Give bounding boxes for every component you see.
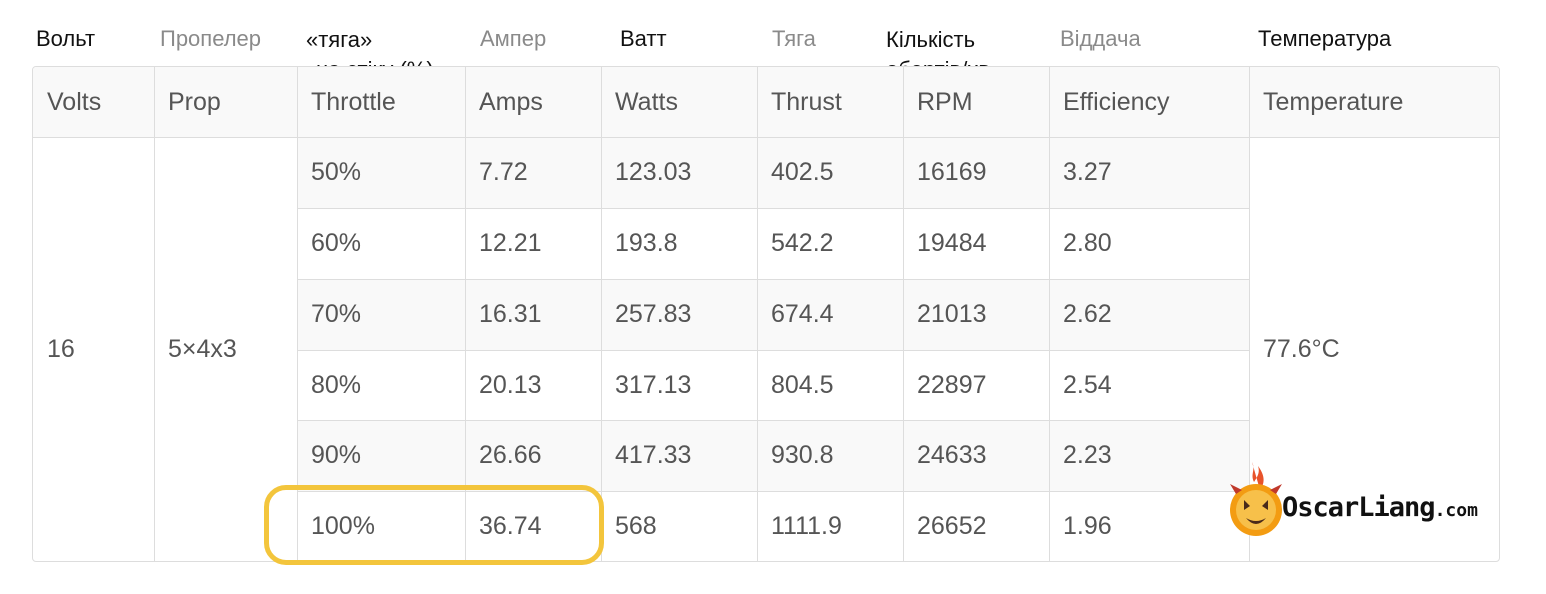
row-stripe xyxy=(297,420,1249,491)
throttle-cell: 80% xyxy=(311,370,362,399)
watts-cell: 193.8 xyxy=(615,229,678,257)
rpm-cell: 26652 xyxy=(917,511,987,540)
watts-cell: 417.33 xyxy=(615,441,692,469)
throttle-cell: 60% xyxy=(311,229,362,257)
row-divider xyxy=(297,208,1249,209)
header-cell-throttle: Throttle xyxy=(311,87,396,116)
highlight-100-throttle xyxy=(264,485,604,565)
row-divider xyxy=(297,491,1249,492)
row-divider xyxy=(297,279,1249,280)
ua-label-8: Температура xyxy=(1258,26,1392,51)
amps-cell: 20.13 xyxy=(479,370,542,399)
thrust-cell: 804.5 xyxy=(771,370,834,399)
efficiency-cell: 2.23 xyxy=(1063,441,1112,469)
column-divider xyxy=(465,67,466,561)
column-divider xyxy=(903,67,904,561)
column-divider xyxy=(1249,67,1250,561)
header-divider xyxy=(33,137,1499,138)
motor-test-table: Volts Prop Throttle Amps Watts Thrust RPM Effic… xyxy=(32,66,1500,562)
rpm-cell: 21013 xyxy=(917,300,987,328)
watts-cell: 123.03 xyxy=(615,158,692,186)
temperature-cell: 77.6°C xyxy=(1263,334,1340,363)
ua-label-3: Ампер xyxy=(480,26,547,51)
header-cell-temperature: Temperature xyxy=(1263,87,1404,116)
rpm-cell: 22897 xyxy=(917,370,987,399)
column-divider xyxy=(297,67,298,561)
ua-label-5: Тяга xyxy=(772,26,816,51)
header-cell-thrust: Thrust xyxy=(771,87,842,116)
row-divider xyxy=(297,350,1249,351)
amps-cell: 26.66 xyxy=(479,441,542,469)
rpm-cell: 24633 xyxy=(917,441,987,469)
amps-cell: 16.31 xyxy=(479,300,542,328)
efficiency-cell: 2.62 xyxy=(1063,300,1112,328)
thrust-cell: 402.5 xyxy=(771,158,834,186)
table-header-bg xyxy=(33,67,1499,137)
header-cell-volts: Volts xyxy=(47,87,102,116)
thrust-cell: 542.2 xyxy=(771,229,834,257)
column-divider xyxy=(1049,67,1050,561)
rpm-cell: 16169 xyxy=(917,158,987,186)
flame-mascot-icon xyxy=(1230,462,1282,536)
throttle-cell: 50% xyxy=(311,158,362,186)
amps-cell: 36.74 xyxy=(479,511,542,540)
watts-cell: 317.13 xyxy=(615,370,692,399)
header-cell-efficiency: Efficiency xyxy=(1063,87,1170,116)
thrust-cell: 1111.9 xyxy=(771,511,842,540)
throttle-cell: 70% xyxy=(311,300,362,328)
throttle-cell: 90% xyxy=(311,441,362,469)
volts-cell: 16 xyxy=(47,334,75,363)
efficiency-cell: 2.80 xyxy=(1063,229,1112,257)
efficiency-cell: 1.96 xyxy=(1063,511,1112,540)
ua-label-1: Пропелер xyxy=(160,26,262,51)
watts-cell: 568 xyxy=(615,511,657,540)
header-cell-watts: Watts xyxy=(615,87,678,116)
ua-label-4: Ватт xyxy=(620,26,667,51)
efficiency-cell: 3.27 xyxy=(1063,158,1112,186)
watts-cell: 257.83 xyxy=(615,300,692,328)
thrust-cell: 930.8 xyxy=(771,441,834,469)
row-stripe xyxy=(297,137,1249,208)
ua-label-0: Вольт xyxy=(36,26,96,51)
ua-label-7: Віддача xyxy=(1060,26,1141,51)
oscarliang-logo: OscarLiang.com xyxy=(1226,460,1486,550)
ua-label-2-line-0: «тяга» xyxy=(306,27,373,52)
header-cell-rpm: RPM xyxy=(917,87,973,116)
column-divider xyxy=(601,67,602,561)
prop-cell: 5×4x3 xyxy=(168,334,237,363)
row-stripe xyxy=(297,279,1249,350)
header-cell-amps: Amps xyxy=(479,87,543,116)
efficiency-cell: 2.54 xyxy=(1063,370,1112,399)
rpm-cell: 19484 xyxy=(917,229,987,257)
header-cell-prop: Prop xyxy=(168,87,221,116)
column-divider xyxy=(154,67,155,561)
thrust-cell: 674.4 xyxy=(771,300,834,328)
logo-domain-text: .com xyxy=(1434,500,1478,521)
amps-cell: 7.72 xyxy=(479,158,528,186)
column-divider xyxy=(757,67,758,561)
logo-main-text: OscarLiang xyxy=(1282,492,1436,523)
row-divider xyxy=(297,420,1249,421)
amps-cell: 12.21 xyxy=(479,229,542,257)
logo-wordmark: OscarLiang.com xyxy=(1282,492,1478,523)
throttle-cell: 100% xyxy=(311,511,375,540)
